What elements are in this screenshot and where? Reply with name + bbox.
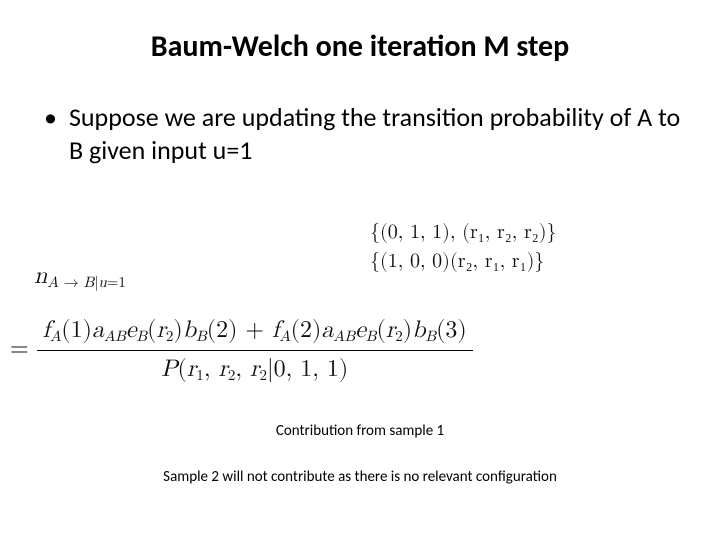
sample-sets: {(0, 1, 1), (r₁, r₂, r₂)} {(1, 0, 0)(r₂,… <box>370 218 557 276</box>
count-lhs: nA → B|u=1 <box>34 262 126 292</box>
denominator: P(r1, r2, r2|0, 1, 1) <box>37 351 473 385</box>
formula: = fA(1)aABeB(r2)bB(2) + fA(2)aABeB(r2)bB… <box>10 316 473 385</box>
bullet-item: • Suppose we are updating the transition… <box>44 101 690 166</box>
caption-sample2: Sample 2 will not contribute as there is… <box>0 468 720 486</box>
numerator: fA(1)aABeB(r2)bB(2) + fA(2)aABeB(r2)bB(3… <box>37 316 473 351</box>
bullet-dot: • <box>44 101 57 166</box>
bullet-text: Suppose we are updating the transition p… <box>69 101 690 166</box>
slide-title: Baum-Welch one iteration M step <box>30 28 690 65</box>
caption-contribution: Contribution from sample 1 <box>0 422 720 440</box>
slide: Baum-Welch one iteration M step • Suppos… <box>0 0 720 540</box>
n-symbol: n <box>34 264 47 288</box>
sample-set-1: {(0, 1, 1), (r₁, r₂, r₂)} <box>370 218 557 247</box>
fraction: fA(1)aABeB(r2)bB(2) + fA(2)aABeB(r2)bB(3… <box>37 316 473 385</box>
equals-sign: = <box>10 337 29 361</box>
n-subscript: A → B|u=1 <box>47 275 126 290</box>
sample-set-2: {(1, 0, 0)(r₂, r₁, r₁)} <box>370 247 557 276</box>
